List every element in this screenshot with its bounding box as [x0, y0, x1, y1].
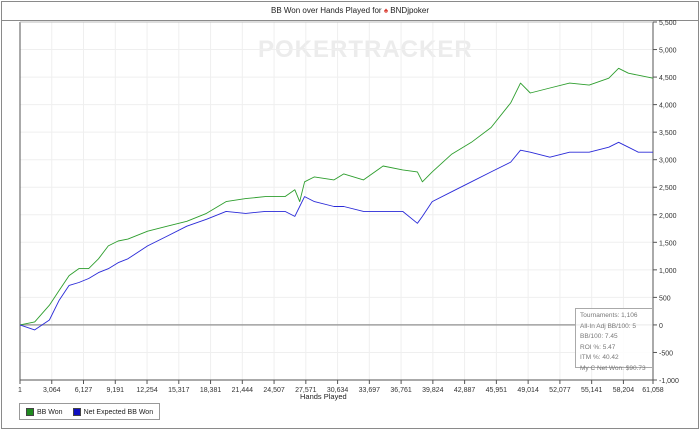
series-line-net-expected [19, 141, 653, 331]
y-tick-label: 3,500 [659, 130, 677, 137]
y-tick-label: 4,500 [659, 75, 677, 82]
x-tick-label: 55,141 [581, 387, 603, 394]
x-tick-label: 61,058 [642, 387, 664, 394]
legend-swatch [72, 407, 81, 416]
x-tick-label: 45,951 [486, 387, 508, 394]
x-tick-label: 9,191 [107, 387, 125, 394]
y-tick-label: 3,000 [659, 158, 677, 165]
x-tick-label: 39,824 [422, 387, 444, 394]
y-tick-label: -1,000 [659, 378, 679, 385]
x-tick-label: 24,507 [263, 387, 285, 394]
legend-item-net-expected[interactable]: Net Expected BB Won [72, 407, 154, 416]
x-tick-label: 33,697 [359, 387, 381, 394]
y-tick-label: 2,500 [659, 185, 677, 192]
y-tick-label: 1,000 [659, 268, 677, 275]
x-tick-label: 30,634 [327, 387, 349, 394]
legend-swatch [26, 407, 34, 416]
y-tick-label: 4,000 [659, 103, 677, 110]
x-tick-label: 6,127 [75, 387, 93, 394]
stat-itm: ITM %: 40.42 [580, 354, 619, 361]
x-tick-label: 1 [18, 387, 22, 394]
stats-box: Tournaments: 1,106 All-In Adj BB/100: 5 … [575, 308, 653, 372]
legend-item-bb-won[interactable]: BB Won [26, 407, 63, 416]
x-tick-label: 58,204 [613, 387, 635, 394]
y-tick-label: 0 [659, 323, 663, 330]
player-name: BNDjpoker [390, 6, 429, 15]
x-axis-label: Hands Played [300, 392, 347, 401]
spade-icon: ♠ [383, 6, 389, 15]
x-tick-label: 42,887 [454, 387, 476, 394]
stat-bb100: BB/100: 7.45 [580, 333, 618, 340]
x-tick-label: 12,254 [136, 387, 158, 394]
y-tick-label: 5,500 [659, 20, 677, 27]
title-divider [1, 20, 698, 21]
y-tick-label: 2,000 [659, 213, 677, 220]
chart-title: BB Won over Hands Played for ♠ BNDjpoker [0, 6, 700, 15]
y-tick-label: -500 [659, 350, 673, 357]
stat-net-won: My C Net Won: $90.73 [580, 364, 646, 372]
x-tick-label: 49,014 [517, 387, 539, 394]
x-tick-label: 27,571 [295, 387, 317, 394]
stat-allin-adj: All-In Adj BB/100: 5 [580, 322, 637, 330]
y-tick-label: 500 [659, 295, 671, 302]
x-tick-label: 52,077 [549, 387, 571, 394]
stat-roi: ROI %: 5.47 [580, 343, 616, 351]
series-line-bb-won [19, 67, 654, 326]
x-tick-label: 3,064 [43, 387, 61, 394]
x-tick-label: 18,381 [200, 387, 222, 394]
y-tick-label: 1,500 [659, 240, 677, 247]
x-tick-label: 15,317 [168, 387, 190, 394]
stat-tournaments: Tournaments: 1,106 [580, 312, 638, 319]
legend-label: Net Expected BB Won [83, 408, 154, 416]
title-text: BB Won over Hands Played for [271, 6, 382, 15]
legend: BB Won Net Expected BB Won [19, 403, 161, 420]
x-tick-label: 21,444 [232, 387, 254, 394]
legend-label: BB Won [37, 408, 63, 416]
x-tick-label: 36,761 [390, 387, 412, 394]
y-tick-label: 5,000 [659, 48, 677, 55]
